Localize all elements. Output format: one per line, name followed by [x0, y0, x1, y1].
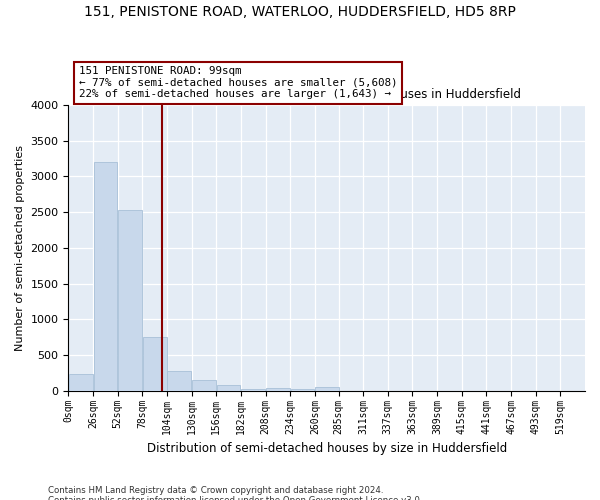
Bar [118, 210, 142, 391]
Text: Contains public sector information licensed under the Open Government Licence v3: Contains public sector information licen… [48, 496, 422, 500]
Text: 151, PENISTONE ROAD, WATERLOO, HUDDERSFIELD, HD5 8RP: 151, PENISTONE ROAD, WATERLOO, HUDDERSFI… [84, 5, 516, 19]
X-axis label: Distribution of semi-detached houses by size in Huddersfield: Distribution of semi-detached houses by … [146, 442, 507, 455]
Bar [266, 388, 290, 391]
Title: Size of property relative to semi-detached houses in Huddersfield: Size of property relative to semi-detach… [132, 88, 521, 101]
Bar [192, 380, 216, 391]
Text: Contains HM Land Registry data © Crown copyright and database right 2024.: Contains HM Land Registry data © Crown c… [48, 486, 383, 495]
Bar [69, 374, 92, 391]
Bar [143, 337, 167, 391]
Bar [167, 371, 191, 391]
Bar [241, 388, 265, 391]
Bar [316, 387, 339, 391]
Text: 151 PENISTONE ROAD: 99sqm
← 77% of semi-detached houses are smaller (5,608)
22% : 151 PENISTONE ROAD: 99sqm ← 77% of semi-… [79, 66, 397, 99]
Bar [217, 385, 241, 391]
Bar [290, 388, 314, 391]
Bar [94, 162, 117, 391]
Y-axis label: Number of semi-detached properties: Number of semi-detached properties [15, 145, 25, 351]
